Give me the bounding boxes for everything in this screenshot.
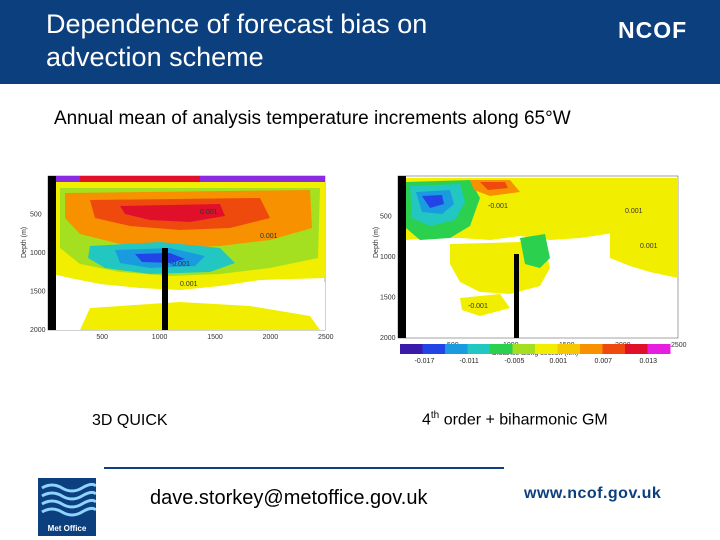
region-yellow-bottom: [80, 302, 320, 330]
region-yellow-right: [610, 196, 678, 278]
y-tick-label: 500: [380, 214, 392, 221]
colorbar-tick-label: 0.013: [640, 358, 658, 365]
land-mask-left: [48, 176, 56, 330]
x-tick-label: 2500: [671, 342, 687, 349]
chart-4th-order-svg: -0.001 0.001 0.001 -0.001 Depth (m) Dist…: [373, 175, 687, 365]
surface-warm: [80, 176, 200, 182]
footer-divider: [104, 467, 504, 469]
x-tick-label: 1000: [152, 334, 168, 341]
colorbar-segment: [512, 344, 536, 354]
chart-4th-order: -0.001 0.001 0.001 -0.001 Depth (m) Dist…: [370, 168, 690, 366]
y-tick-label: 1500: [380, 295, 396, 302]
region-green-center: [520, 234, 550, 268]
colorbar-tick-label: 0.001: [550, 358, 568, 365]
y-tick-label: 1500: [30, 289, 46, 296]
y-tick-label: 2000: [30, 327, 46, 334]
contour-label: 0.001: [200, 209, 218, 216]
colorbar: [400, 344, 671, 354]
contour-label: -0.001: [468, 303, 488, 310]
caption-4th-order: 4th order + biharmonic GM: [422, 410, 608, 429]
colorbar-segment: [535, 344, 558, 354]
region-red: [480, 182, 508, 190]
land-mask-left: [398, 176, 406, 338]
colorbar-tick-label: -0.011: [460, 358, 479, 365]
colorbar-segment: [422, 344, 446, 354]
chart-3d-quick: 0.001 0.001 -0.001 0.001 Depth (m) 500 10…: [20, 168, 340, 346]
website-link[interactable]: www.ncof.gov.uk: [524, 485, 662, 502]
header-bar: Dependence of forecast bias on advection…: [0, 0, 720, 84]
colorbar-segment: [445, 344, 468, 354]
x-tick-label: 1500: [207, 334, 223, 341]
colorbar-segment: [400, 344, 423, 354]
contour-label: 0.001: [260, 233, 278, 240]
met-office-logo: Met Office: [38, 478, 98, 536]
y-axis-label: Depth (m): [373, 227, 380, 258]
caption-3d-quick: 3D QUICK: [92, 412, 168, 429]
colorbar-segment: [602, 344, 626, 354]
colorbar-segment: [625, 344, 648, 354]
ridge-bar: [514, 254, 519, 338]
colorbar-segment: [647, 344, 671, 354]
contour-label: 0.001: [625, 208, 643, 215]
caption-prefix: 4: [422, 411, 431, 429]
colorbar-tick-label: -0.005: [505, 358, 525, 365]
wave-icon: [41, 482, 98, 517]
slide-subtitle: Annual mean of analysis temperature incr…: [54, 108, 571, 129]
y-tick-label: 500: [30, 212, 42, 219]
y-axis-label: Depth (m): [21, 227, 28, 258]
ncof-logo: NCOF: [618, 17, 688, 43]
colorbar-tick-label: 0.007: [595, 358, 613, 365]
region-yellow-bottom: [460, 294, 510, 316]
region-red-core: [120, 204, 225, 222]
caption-superscript: th: [430, 410, 440, 421]
region-blue-core: [135, 253, 185, 263]
contour-label: -0.001: [488, 203, 508, 210]
contour-label: -0.001: [170, 261, 190, 268]
slide-title: Dependence of forecast bias on advection…: [46, 9, 428, 72]
y-tick-label: 2000: [380, 335, 396, 342]
x-tick-label: 2000: [263, 334, 279, 341]
contact-email[interactable]: dave.storkey@metoffice.gov.uk: [150, 487, 428, 509]
colorbar-segment: [557, 344, 581, 354]
chart-3d-quick-svg: 0.001 0.001 -0.001 0.001 Depth (m) 500 10…: [21, 175, 334, 341]
x-tick-label: 2500: [318, 334, 334, 341]
colorbar-tick-label: -0.017: [415, 358, 435, 365]
caption-suffix: order + biharmonic GM: [439, 411, 608, 429]
y-tick-label: 1000: [30, 250, 46, 257]
colorbar-segment: [490, 344, 513, 354]
region-blue-core: [422, 195, 444, 208]
ridge-bar: [162, 248, 168, 330]
y-tick-label: 1000: [380, 254, 396, 261]
colorbar-segment: [580, 344, 603, 354]
logo-text: Met Office: [47, 524, 87, 533]
contour-label: 0.001: [640, 243, 658, 250]
colorbar-segment: [467, 344, 491, 354]
contour-label: 0.001: [180, 281, 198, 288]
x-tick-label: 500: [96, 334, 108, 341]
